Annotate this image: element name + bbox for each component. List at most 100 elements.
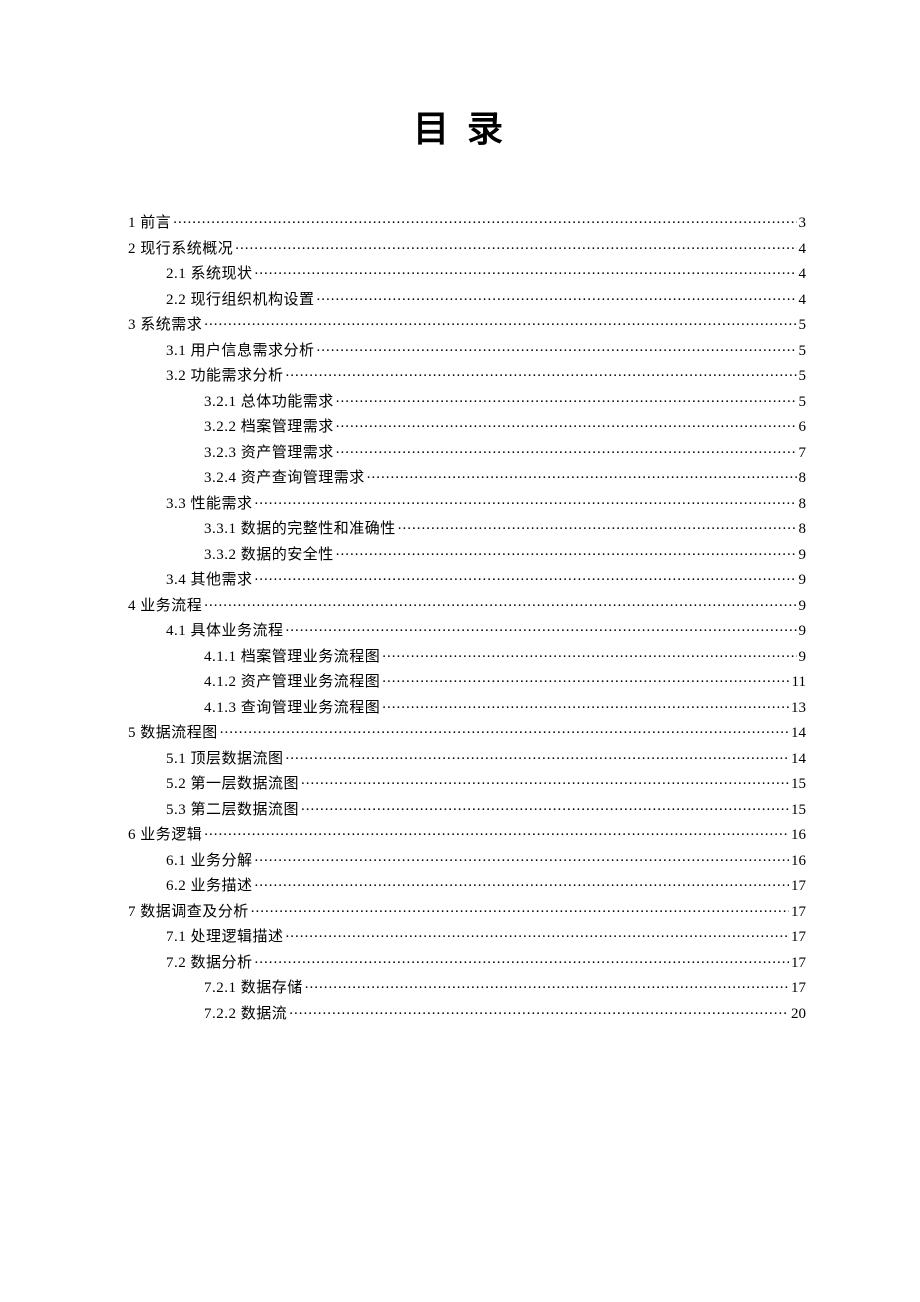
toc-entry: 3.3.1 数据的完整性和准确性8: [128, 518, 806, 537]
toc-entry-label: 7.1 处理逻辑描述: [166, 930, 284, 945]
toc-entry-label: 5.3 第二层数据流图: [166, 803, 299, 818]
toc-entry-label: 5.1 顶层数据流图: [166, 752, 284, 767]
toc-entry: 7.1 处理逻辑描述 17: [128, 926, 806, 945]
toc-entry: 4.1 具体业务流程 9: [128, 620, 806, 639]
toc-entry-page: 20: [791, 1007, 806, 1022]
toc-leader-dots: [255, 850, 789, 865]
toc-entry-label: 5.2 第一层数据流图: [166, 777, 299, 792]
toc-leader-dots: [301, 799, 789, 814]
toc-entry-label: 4.1.1 档案管理业务流程图: [204, 650, 380, 665]
toc-entry-label: 3.2.2 档案管理需求: [204, 420, 334, 435]
toc-entry-page: 3: [799, 216, 807, 231]
toc-leader-dots: [204, 595, 796, 610]
toc-entry-label: 3.1 用户信息需求分析: [166, 344, 315, 359]
toc-entry: 5.2 第一层数据流图 15: [128, 773, 806, 792]
toc-entry: 4.1.3 查询管理业务流程图 13: [128, 697, 806, 716]
toc-entry-page: 17: [791, 956, 806, 971]
toc-leader-dots: [286, 748, 789, 763]
toc-entry: 7.2.2 数据流 20: [128, 1003, 806, 1022]
toc-leader-dots: [336, 544, 797, 559]
toc-entry-page: 11: [792, 675, 806, 690]
toc-entry: 3.4 其他需求 9: [128, 569, 806, 588]
toc-entry-label: 7.2 数据分析: [166, 956, 253, 971]
toc-entry-label: 3.2 功能需求分析: [166, 369, 284, 384]
toc-entry-page: 8: [799, 471, 807, 486]
toc-entry: 5.3 第二层数据流图15: [128, 799, 806, 818]
toc-entry: 3.2 功能需求分析5: [128, 365, 806, 384]
toc-entry-page: 14: [791, 752, 806, 767]
toc-entry-page: 17: [791, 879, 806, 894]
toc-leader-dots: [286, 365, 797, 380]
toc-leader-dots: [286, 620, 797, 635]
toc-entry-page: 8: [799, 497, 807, 512]
toc-entry-label: 7 数据调查及分析: [128, 905, 249, 920]
toc-leader-dots: [251, 901, 789, 916]
toc-entry: 3.3.2 数据的安全性 9: [128, 544, 806, 563]
toc-entry-label: 3.2.4 资产查询管理需求: [204, 471, 365, 486]
toc-entry-label: 6.1 业务分解: [166, 854, 253, 869]
toc-entry: 7.2.1 数据存储17: [128, 977, 806, 996]
toc-entry: 3.2.1 总体功能需求5: [128, 391, 806, 410]
toc-entry-label: 3.3.2 数据的安全性: [204, 548, 334, 563]
toc-entry: 2.2 现行组织机构设置 4: [128, 289, 806, 308]
toc-leader-dots: [235, 238, 796, 253]
toc-entry: 6.2 业务描述17: [128, 875, 806, 894]
toc-leader-dots: [255, 263, 797, 278]
toc-entry-page: 5: [799, 318, 807, 333]
toc-entry-label: 2 现行系统概况: [128, 242, 233, 257]
toc-leader-dots: [255, 875, 789, 890]
toc-entry-label: 4.1.3 查询管理业务流程图: [204, 701, 380, 716]
toc-leader-dots: [204, 824, 789, 839]
toc-leader-dots: [382, 671, 789, 686]
toc-entry-label: 2.1 系统现状: [166, 267, 253, 282]
toc-leader-dots: [336, 391, 797, 406]
page-title: 目录: [128, 100, 806, 152]
toc-leader-dots: [398, 518, 797, 533]
toc-leader-dots: [317, 340, 797, 355]
toc-leader-dots: [336, 416, 797, 431]
toc-leader-dots: [255, 569, 797, 584]
toc-entry-label: 4 业务流程: [128, 599, 202, 614]
toc-entry-label: 3 系统需求: [128, 318, 202, 333]
toc-entry-label: 7.2.2 数据流: [204, 1007, 287, 1022]
toc-entry-page: 17: [791, 930, 806, 945]
toc-entry: 4 业务流程 9: [128, 595, 806, 614]
toc-entry-label: 6 业务逻辑: [128, 828, 202, 843]
toc-entry-label: 7.2.1 数据存储: [204, 981, 303, 996]
toc-entry-page: 14: [791, 726, 806, 741]
toc-entry: 7 数据调查及分析 17: [128, 901, 806, 920]
toc-entry-page: 16: [791, 828, 806, 843]
toc-entry-label: 2.2 现行组织机构设置: [166, 293, 315, 308]
toc-entry-label: 4.1 具体业务流程: [166, 624, 284, 639]
toc-entry: 2.1 系统现状 4: [128, 263, 806, 282]
toc-leader-dots: [220, 722, 789, 737]
toc-entry: 3.2.4 资产查询管理需求 8: [128, 467, 806, 486]
toc-entry-page: 7: [799, 446, 807, 461]
toc-leader-dots: [305, 977, 789, 992]
toc-leader-dots: [382, 646, 796, 661]
toc-entry-page: 5: [799, 344, 807, 359]
toc-entry: 5 数据流程图14: [128, 722, 806, 741]
toc-entry-label: 3.2.3 资产管理需求: [204, 446, 334, 461]
toc-entry-page: 9: [799, 624, 807, 639]
toc-entry-page: 9: [799, 573, 807, 588]
toc-entry: 4.1.2 资产管理业务流程图11: [128, 671, 806, 690]
toc-entry-page: 8: [799, 522, 807, 537]
toc-entry-page: 9: [799, 599, 807, 614]
toc-entry: 3 系统需求 5: [128, 314, 806, 333]
toc-entry-page: 15: [791, 777, 806, 792]
toc-entry-page: 17: [791, 905, 806, 920]
toc-entry-page: 4: [799, 267, 807, 282]
toc-entry: 3.1 用户信息需求分析 5: [128, 340, 806, 359]
toc-leader-dots: [204, 314, 796, 329]
toc-entry-page: 9: [799, 548, 807, 563]
toc-leader-dots: [255, 952, 789, 967]
toc-entry-label: 1 前言: [128, 216, 171, 231]
toc-entry-page: 6: [799, 420, 807, 435]
toc-entry: 1 前言 3: [128, 212, 806, 231]
toc-entry-page: 4: [799, 293, 807, 308]
toc-entry-label: 3.3 性能需求: [166, 497, 253, 512]
toc-entry-label: 3.4 其他需求: [166, 573, 253, 588]
toc-leader-dots: [367, 467, 797, 482]
toc-entry-page: 13: [791, 701, 806, 716]
